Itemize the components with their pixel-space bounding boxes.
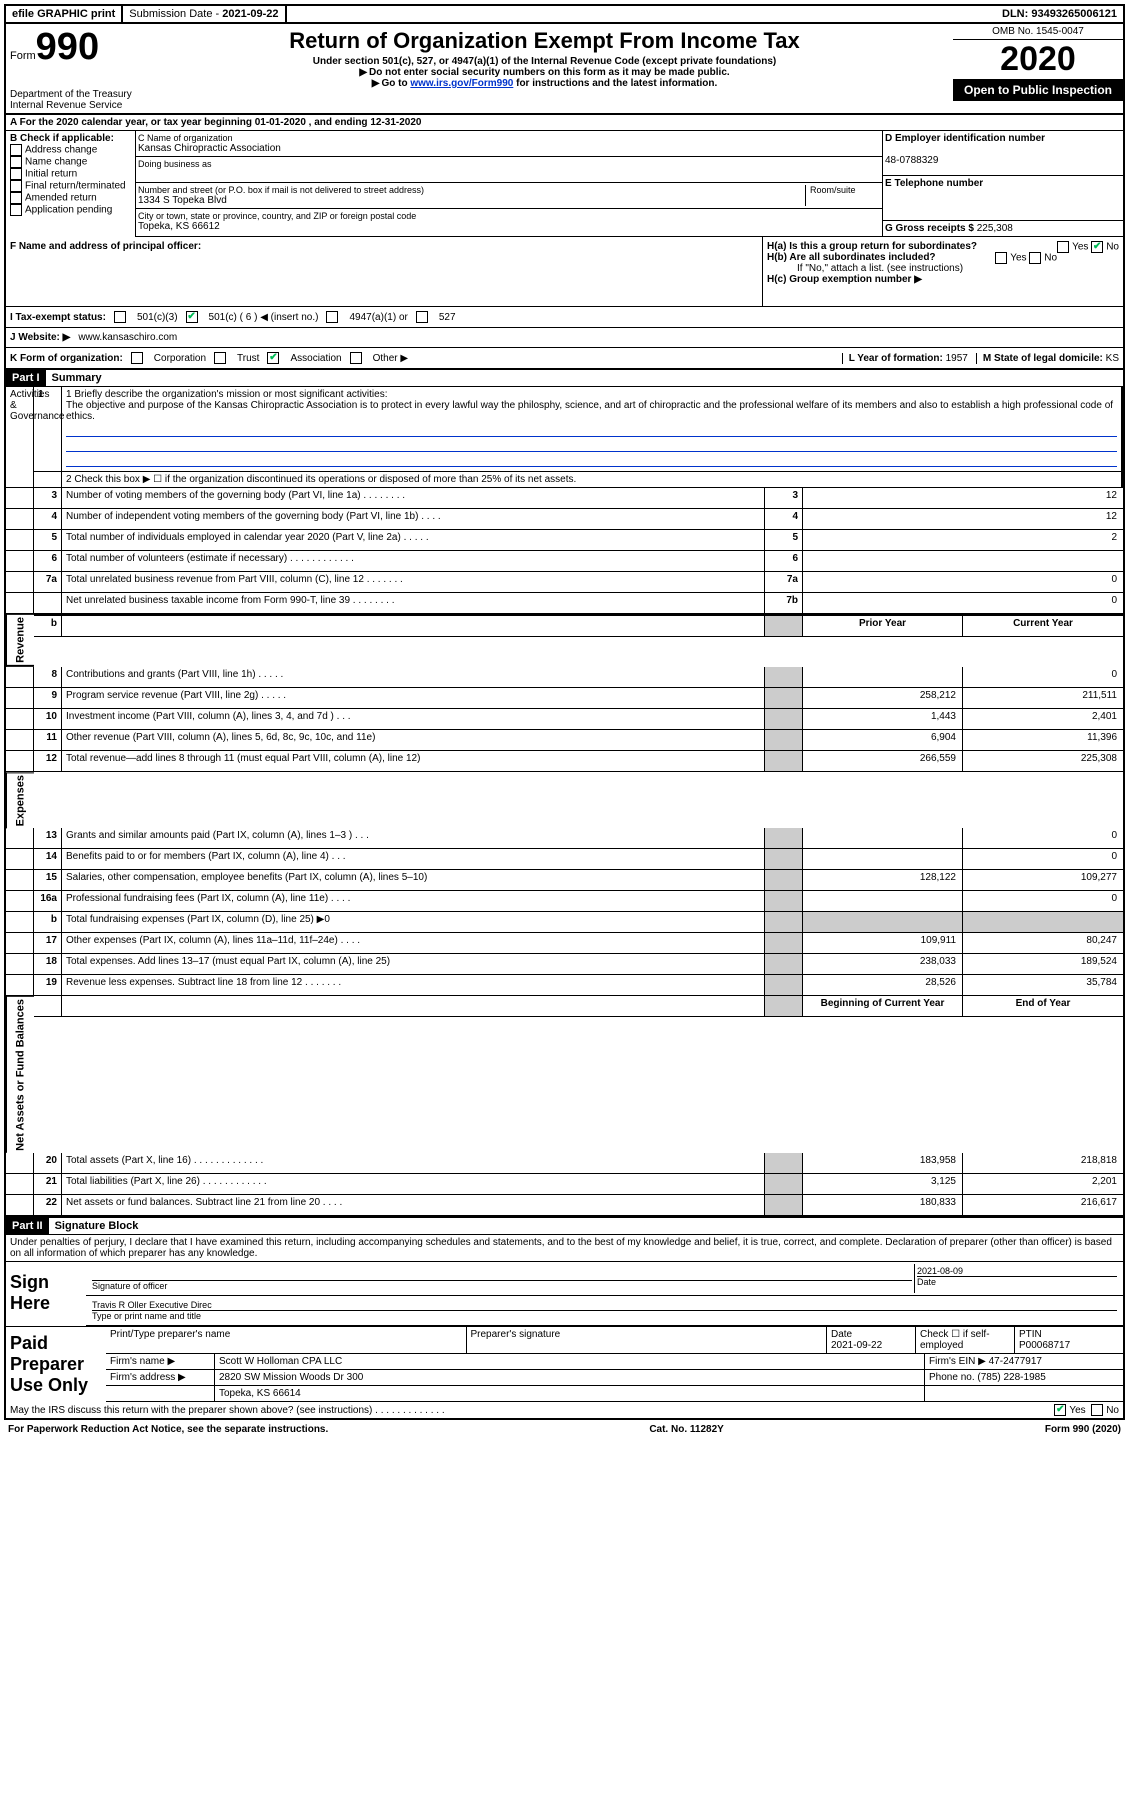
part2-header: Part II Signature Block <box>4 1218 1125 1235</box>
firm-name: Scott W Holloman CPA LLC <box>215 1354 925 1369</box>
org-name-block: C Name of organization Kansas Chiropract… <box>136 131 883 237</box>
city-state-zip: Topeka, KS 66612 <box>138 221 880 232</box>
gov-label: Activities & Governance <box>6 387 34 488</box>
gross-receipts: 225,308 <box>977 223 1013 234</box>
discuss-question: May the IRS discuss this return with the… <box>10 1405 445 1416</box>
k-row: K Form of organization: Corporation Trus… <box>4 348 1125 370</box>
org-name: Kansas Chiropractic Association <box>138 143 880 154</box>
firm-phone: (785) 228-1985 <box>977 1372 1045 1383</box>
footer: For Paperwork Reduction Act Notice, see … <box>4 1420 1125 1439</box>
check-applicable: B Check if applicable: Address change Na… <box>6 131 136 237</box>
officer-name: Travis R Oller Executive Direc <box>92 1300 1117 1310</box>
irs-link[interactable]: www.irs.gov/Form990 <box>410 78 513 89</box>
year-box: OMB No. 1545-0047 2020 Open to Public In… <box>953 24 1123 115</box>
mission: 1 Briefly describe the organization's mi… <box>62 387 1123 472</box>
efile-label: efile GRAPHIC print <box>6 6 123 22</box>
subtitle-3: Go to www.irs.gov/Form990 for instructio… <box>140 78 949 89</box>
net-label: Net Assets or Fund Balances <box>6 996 34 1153</box>
h-section: H(a) Is this a group return for subordin… <box>763 237 1123 307</box>
dln: DLN: 93493265006121 <box>996 6 1123 22</box>
header-title-block: Return of Organization Exempt From Incom… <box>136 24 953 115</box>
exp-label: Expenses <box>6 772 34 828</box>
ein-block: D Employer identification number 48-0788… <box>883 131 1123 237</box>
website-row: J Website: ▶ www.kansaschiro.com <box>4 328 1125 348</box>
row-a-tax-year: A For the 2020 calendar year, or tax yea… <box>4 115 1125 131</box>
penalty-declaration: Under penalties of perjury, I declare th… <box>6 1235 1123 1262</box>
part1-header: Part I Summary <box>4 370 1125 387</box>
ptin: P00068717 <box>1019 1340 1070 1351</box>
tax-year: 2020 <box>953 40 1123 79</box>
paid-preparer-label: Paid Preparer Use Only <box>6 1327 106 1402</box>
tax-exempt-status: I Tax-exempt status: 501(c)(3) 501(c) ( … <box>4 307 1125 328</box>
public-inspection: Open to Public Inspection <box>953 79 1123 101</box>
submission-date: Submission Date - 2021-09-22 <box>123 6 286 22</box>
omb-number: OMB No. 1545-0047 <box>953 24 1123 40</box>
sign-here-label: Sign Here <box>6 1262 86 1326</box>
street-address: 1334 S Topeka Blvd <box>138 195 801 206</box>
website: www.kansaschiro.com <box>78 332 177 343</box>
top-bar: efile GRAPHIC print Submission Date - 20… <box>4 4 1125 24</box>
ein: 48-0788329 <box>885 155 938 166</box>
rev-label: Revenue <box>6 614 34 667</box>
subtitle-1: Under section 501(c), 527, or 4947(a)(1)… <box>140 56 949 67</box>
firm-address: 2820 SW Mission Woods Dr 300 <box>215 1370 925 1385</box>
firm-ein: 47-2477917 <box>989 1356 1042 1367</box>
dept-label: Department of the Treasury Internal Reve… <box>10 89 132 111</box>
principal-officer: F Name and address of principal officer: <box>6 237 763 307</box>
form-number: Form990 Department of the Treasury Inter… <box>6 24 136 115</box>
subtitle-2: Do not enter social security numbers on … <box>140 67 949 78</box>
form-title: Return of Organization Exempt From Incom… <box>140 28 949 54</box>
line2: 2 Check this box ▶ ☐ if the organization… <box>62 472 1123 488</box>
